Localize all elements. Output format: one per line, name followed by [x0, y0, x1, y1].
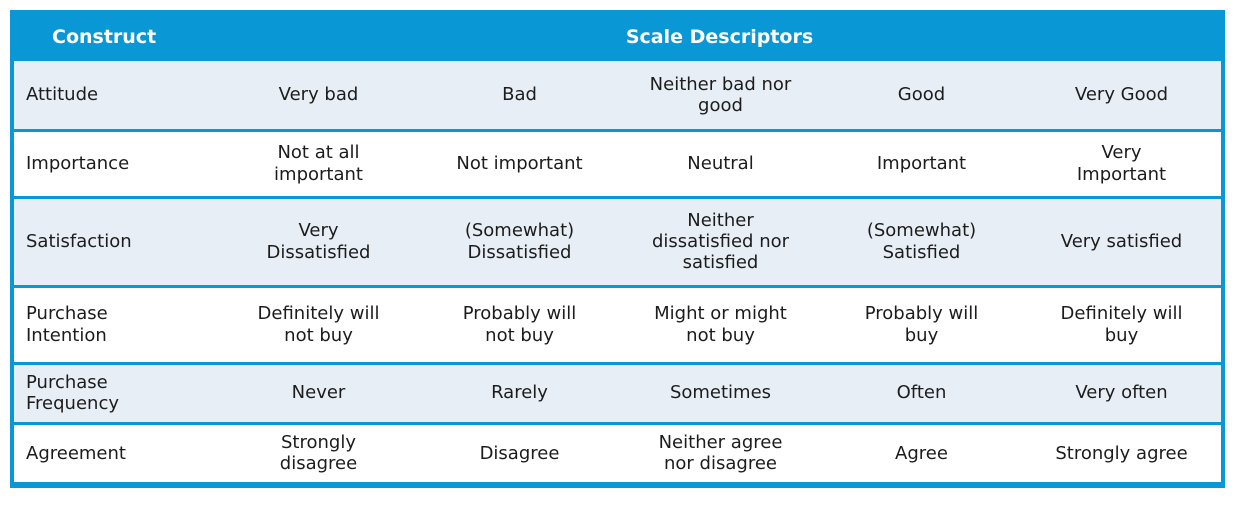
construct-cell: Satisfaction — [26, 230, 132, 252]
descriptor-cell: Neither bad nor good — [649, 73, 792, 116]
descriptor-cell: Neutral — [687, 152, 754, 174]
table-row-attitude: Attitude Very bad Bad Neither bad nor go… — [12, 61, 1224, 130]
descriptor-cell: Rarely — [491, 382, 548, 404]
construct-column-header: Construct — [12, 11, 218, 61]
table-row-satisfaction: Satisfaction Very Dissatisfied (Somewhat… — [12, 197, 1224, 286]
descriptor-cell: Neither agree nor disagree — [658, 432, 783, 475]
descriptor-cell: Probably will not buy — [462, 303, 577, 346]
descriptor-cell: Strongly disagree — [279, 432, 358, 475]
descriptor-cell: Bad — [502, 84, 537, 106]
header-row: Construct Scale Descriptors — [12, 11, 1224, 61]
descriptor-cell: Disagree — [479, 442, 560, 464]
descriptor-cell: Very satisfied — [1060, 230, 1183, 252]
descriptor-cell: (Somewhat) Satisfied — [866, 220, 977, 263]
descriptor-cell: Definitely will buy — [1060, 303, 1183, 346]
construct-cell: Importance — [26, 152, 130, 174]
descriptor-cell: Strongly agree — [1055, 442, 1188, 464]
descriptor-cell: Good — [897, 84, 946, 106]
descriptor-cell: Very bad — [278, 84, 359, 106]
scale-descriptors-column-header: Scale Descriptors — [218, 11, 1224, 61]
descriptor-cell: Might or might not buy — [654, 303, 787, 346]
scale-descriptors-table: Construct Scale Descriptors Attitude Ver… — [10, 10, 1226, 488]
descriptor-cell: Agree — [895, 442, 948, 464]
descriptor-cell: Not important — [456, 152, 583, 174]
table-row-importance: Importance Not at all important Not impo… — [12, 130, 1224, 197]
descriptor-cell: Very Good — [1074, 84, 1169, 106]
descriptor-cell: Very Important — [1076, 142, 1167, 185]
descriptor-cell: Sometimes — [669, 382, 772, 404]
descriptor-cell: (Somewhat) Dissatisfied — [464, 220, 575, 263]
table-row-purchase-frequency: Purchase Frequency Never Rarely Sometime… — [12, 363, 1224, 423]
construct-cell: Purchase Frequency — [26, 371, 119, 414]
descriptor-cell: Very often — [1075, 382, 1168, 404]
construct-cell: Attitude — [26, 84, 99, 106]
descriptor-cell: Neither dissatisfied nor satisfied — [651, 209, 790, 274]
descriptor-cell: Important — [876, 152, 967, 174]
descriptor-cell: Definitely will not buy — [257, 303, 380, 346]
descriptor-cell: Probably will buy — [864, 303, 979, 346]
construct-cell: Agreement — [26, 442, 126, 464]
descriptor-cell: Often — [896, 382, 947, 404]
table-row-agreement: Agreement Strongly disagree Disagree Nei… — [12, 423, 1224, 485]
descriptor-cell: Very Dissatisfied — [266, 220, 371, 263]
table-header: Construct Scale Descriptors — [12, 11, 1224, 61]
descriptor-cell: Never — [291, 382, 346, 404]
table-row-purchase-intention: Purchase Intention Definitely will not b… — [12, 286, 1224, 363]
construct-cell: Purchase Intention — [26, 303, 108, 346]
table-body: Attitude Very bad Bad Neither bad nor go… — [12, 61, 1224, 485]
descriptor-cell: Not at all important — [274, 142, 363, 185]
